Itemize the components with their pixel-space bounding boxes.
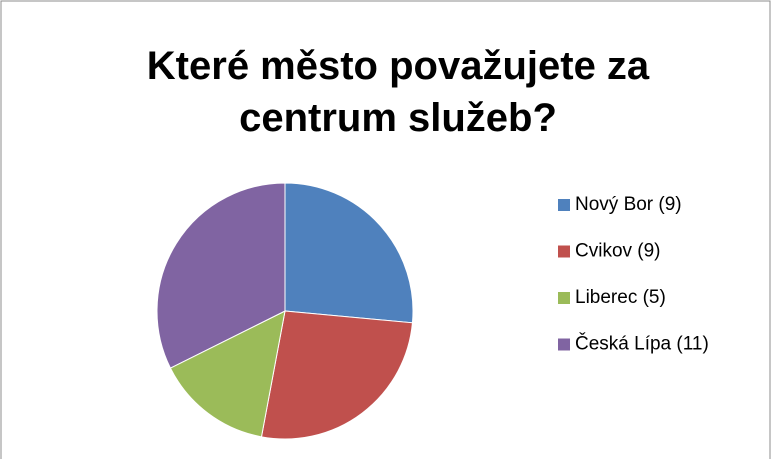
legend-label: Česká Lípa (11) <box>575 333 709 355</box>
legend-swatch <box>558 338 570 351</box>
legend-label: Liberec (5) <box>575 287 666 308</box>
legend-swatch <box>558 199 570 211</box>
pie-slice <box>169 310 286 438</box>
legend-swatch <box>558 292 570 304</box>
pie-slice <box>156 182 286 369</box>
pie-slice <box>284 182 414 324</box>
legend-label: Cvikov (9) <box>575 241 661 262</box>
legend-swatch <box>558 245 570 258</box>
chart-title: Které město považujete za centrum služeb… <box>146 44 650 140</box>
pie-slice <box>260 310 413 440</box>
legend-label: Nový Bor (9) <box>575 194 682 215</box>
